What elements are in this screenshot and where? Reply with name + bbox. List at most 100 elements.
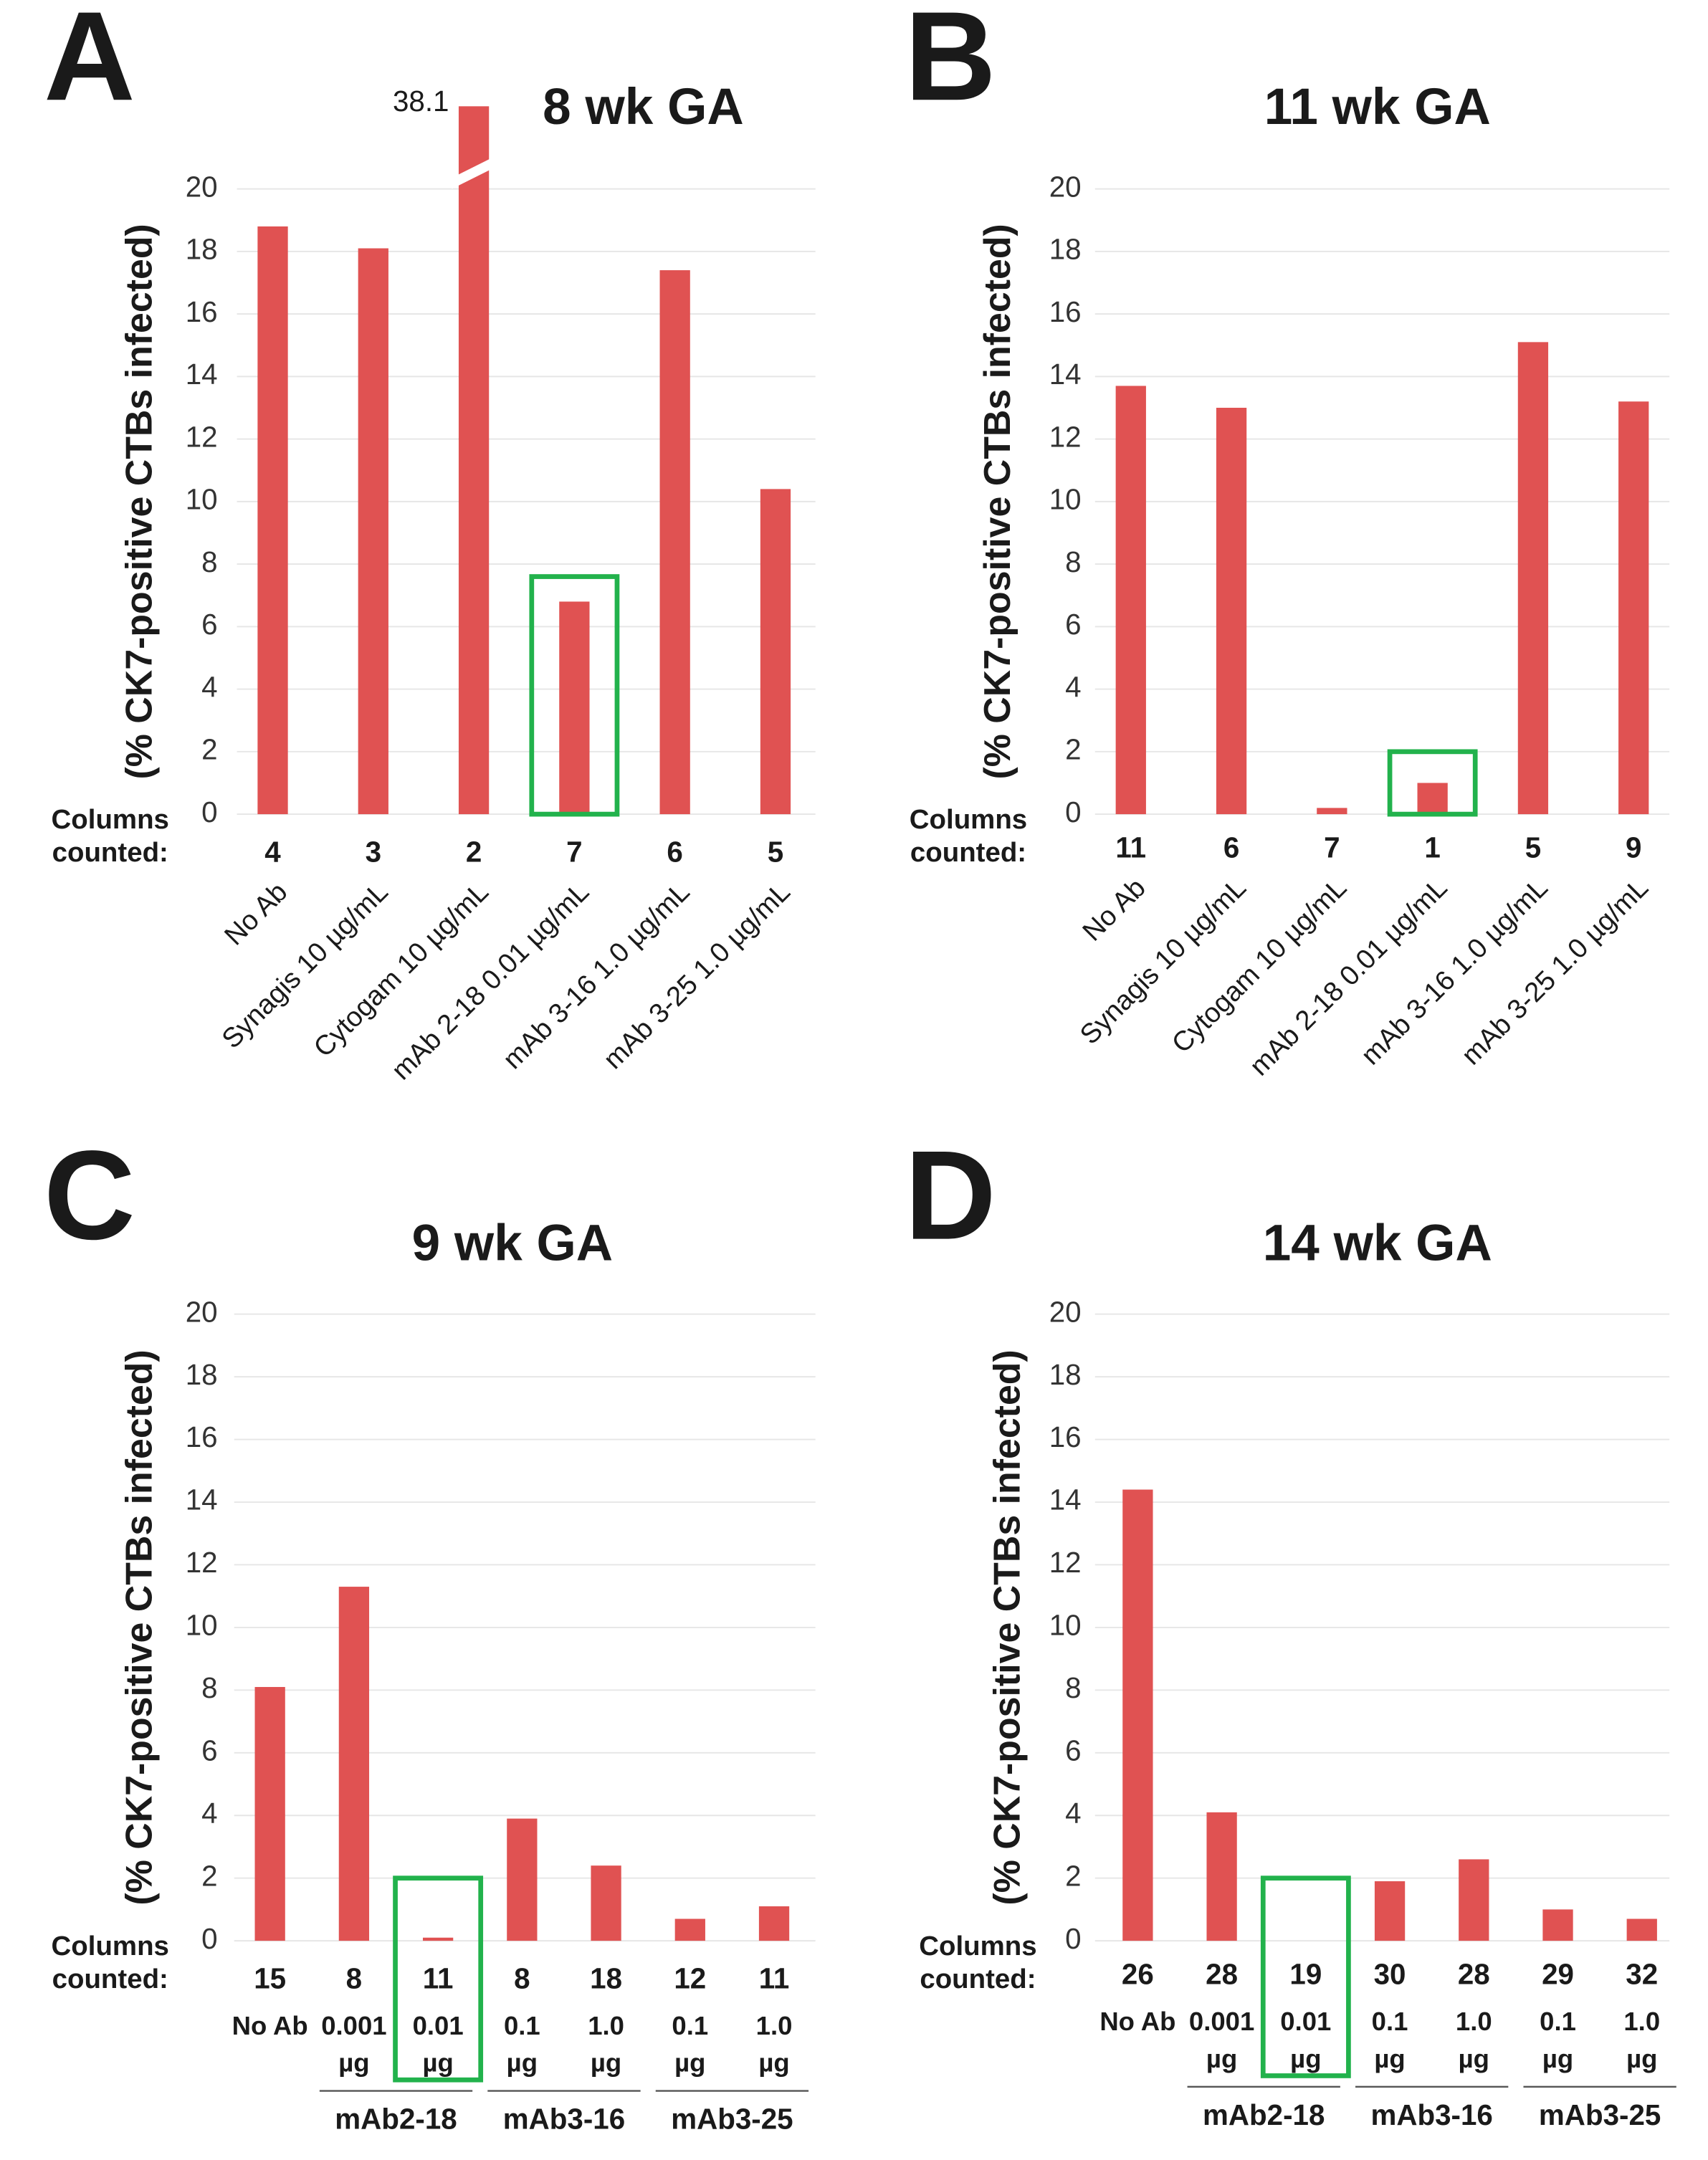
y-tick-label: 4 <box>1065 1797 1081 1830</box>
columns-counted-label: counted: <box>52 1964 168 1994</box>
x-tick-label: 1.0 <box>756 2011 793 2040</box>
y-tick-label: 4 <box>201 670 217 703</box>
bar <box>1206 1812 1237 1941</box>
bar <box>358 248 388 815</box>
bar <box>1459 1859 1489 1941</box>
columns-counted: 11 <box>1115 831 1146 864</box>
y-tick-label: 18 <box>186 233 218 266</box>
bar <box>758 1906 790 1941</box>
x-tick-unit: µg <box>591 2048 621 2078</box>
x-tick-label: Cytogam 10 µg/mL <box>1166 872 1352 1059</box>
columns-counted: 6 <box>667 835 682 868</box>
x-tick-unit: µg <box>1542 2044 1573 2073</box>
y-tick-label: 4 <box>201 1797 217 1830</box>
columns-counted: 8 <box>346 1961 362 1994</box>
columns-counted: 4 <box>264 835 281 868</box>
panel-letter: C <box>44 1125 135 1266</box>
columns-counted: 2 <box>466 835 482 868</box>
y-tick-label: 14 <box>1049 358 1082 391</box>
y-tick-label: 8 <box>1065 545 1081 578</box>
y-tick-label: 18 <box>186 1358 218 1391</box>
y-tick-label: 10 <box>1049 483 1082 516</box>
bar <box>458 106 490 815</box>
columns-counted: 1 <box>1424 831 1440 864</box>
columns-counted: 7 <box>566 835 582 868</box>
y-tick-label: 6 <box>201 608 217 641</box>
x-tick-label: mAb 3-16 1.0 µg/mL <box>1355 872 1554 1071</box>
bar <box>559 601 590 815</box>
columns-counted: 18 <box>590 1961 622 1994</box>
x-tick-unit: µg <box>758 2048 789 2078</box>
bar <box>1618 401 1649 815</box>
y-axis-label: (% CK7-positive CTBs infected) <box>986 1349 1027 1905</box>
group-label: mAb2-18 <box>1203 2098 1325 2131</box>
x-tick-label: No Ab <box>219 876 293 951</box>
bar <box>1417 783 1448 815</box>
y-tick-label: 10 <box>1049 1609 1082 1642</box>
x-tick-unit: µg <box>1626 2044 1657 2073</box>
y-tick-label: 6 <box>201 1734 217 1767</box>
x-tick-unit: µg <box>422 2048 453 2078</box>
bar <box>1542 1909 1573 1941</box>
bar <box>507 1818 538 1941</box>
y-tick-label: 18 <box>1049 1358 1082 1391</box>
x-tick-label: 0.1 <box>1540 2007 1576 2036</box>
x-tick-unit: µg <box>1206 2044 1237 2073</box>
chart-title: 9 wk GA <box>412 1215 614 1271</box>
columns-counted-label: counted: <box>910 837 1026 868</box>
x-tick-label: 0.001 <box>321 2011 386 2040</box>
columns-counted: 19 <box>1289 1958 1322 1991</box>
y-tick-label: 16 <box>1049 1420 1082 1453</box>
y-tick-label: 14 <box>186 1483 218 1516</box>
x-tick-unit: µg <box>1374 2044 1405 2073</box>
x-tick-label: Cytogam 10 µg/mL <box>308 876 495 1063</box>
y-tick-label: 10 <box>186 1609 218 1642</box>
chart-title: 8 wk GA <box>543 79 744 135</box>
highlight-box <box>1387 749 1478 817</box>
x-tick-label: No Ab <box>232 2011 308 2040</box>
columns-counted: 11 <box>759 1961 790 1994</box>
y-tick-label: 8 <box>1065 1671 1081 1704</box>
panel-letter: B <box>905 0 996 127</box>
y-tick-label: 20 <box>186 1295 218 1328</box>
columns-counted: 30 <box>1374 1958 1406 1991</box>
columns-counted: 26 <box>1122 1958 1154 1991</box>
y-tick-label: 0 <box>1065 795 1081 828</box>
x-tick-label: mAb 3-25 1.0 µg/mL <box>598 876 796 1075</box>
bar <box>760 489 791 815</box>
x-tick-label: 1.0 <box>588 2011 624 2040</box>
y-tick-label: 0 <box>201 795 217 828</box>
x-tick-unit: µg <box>507 2048 538 2078</box>
bar <box>674 1918 705 1941</box>
bar <box>254 1686 285 1941</box>
bar <box>1122 1489 1153 1941</box>
x-tick-unit: µg <box>338 2048 369 2078</box>
bar <box>659 270 690 815</box>
y-axis-label: (% CK7-positive CTBs infected) <box>976 224 1018 779</box>
y-tick-label: 2 <box>1065 1859 1081 1892</box>
x-tick-label: Synagis 10 µg/mL <box>1074 872 1252 1050</box>
y-tick-label: 6 <box>1065 608 1081 641</box>
y-tick-label: 16 <box>186 1420 218 1453</box>
y-tick-label: 12 <box>1049 1546 1082 1579</box>
columns-counted: 5 <box>1525 831 1541 864</box>
x-tick-label: 0.01 <box>1280 2007 1331 2036</box>
columns-counted-label: Columns <box>919 1931 1036 1961</box>
columns-counted: 12 <box>674 1961 706 1994</box>
columns-counted-label: counted: <box>52 837 168 868</box>
group-label: mAb3-16 <box>503 2103 625 2136</box>
y-tick-label: 14 <box>186 358 218 391</box>
columns-counted-label: counted: <box>920 1964 1036 1994</box>
y-tick-label: 12 <box>186 420 218 453</box>
bar <box>1115 386 1146 815</box>
columns-counted: 3 <box>366 835 381 868</box>
panel-letter: A <box>44 0 135 127</box>
highlight-box <box>1260 1875 1351 2078</box>
columns-counted: 29 <box>1542 1958 1574 1991</box>
columns-counted: 8 <box>514 1961 530 1994</box>
y-tick-label: 14 <box>1049 1483 1082 1516</box>
y-tick-label: 12 <box>1049 420 1082 453</box>
x-tick-label: 0.001 <box>1189 2007 1254 2036</box>
group-label: mAb2-18 <box>335 2103 457 2136</box>
